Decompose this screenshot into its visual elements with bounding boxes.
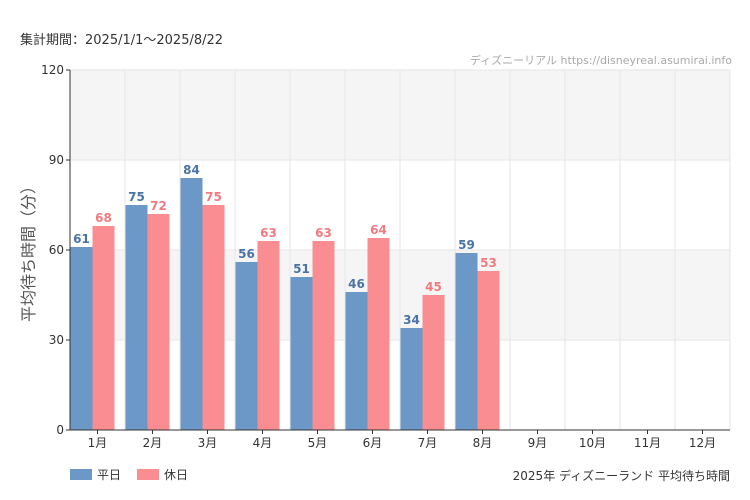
bar-holiday — [92, 226, 115, 430]
y-tick-label: 120 — [41, 63, 64, 77]
bar-holiday — [422, 295, 445, 430]
data-label-holiday: 64 — [370, 223, 387, 237]
bar-weekday — [125, 205, 148, 430]
legend-item-weekday: 平日 — [70, 466, 121, 483]
x-tick-label: 2月 — [143, 436, 163, 450]
bars — [70, 178, 500, 430]
data-label-holiday: 63 — [315, 226, 332, 240]
data-label-weekday: 34 — [403, 313, 420, 327]
data-label-holiday: 72 — [150, 199, 167, 213]
data-label-weekday: 84 — [183, 163, 200, 177]
data-label-weekday: 56 — [238, 247, 255, 261]
data-labels: 61 68 75 72 84 75 56 63 51 63 46 64 34 45 59 53 — [73, 163, 497, 327]
bar-weekday — [180, 178, 203, 430]
axes: 1月 2月 3月 4月 5月 6月 7月 8月 9月 10月 11月 12月 0 30 60 90 120 — [41, 63, 730, 450]
y-axis-title: 平均待ち時間（分） — [19, 178, 38, 322]
bar-holiday — [257, 241, 280, 430]
legend: 平日 休日 — [70, 466, 204, 483]
chart-subtitle: 2025年 ディズニーランド 平均待ち時間 — [512, 469, 730, 483]
x-tick-label: 10月 — [579, 436, 606, 450]
x-tick-label: 11月 — [634, 436, 661, 450]
bar-weekday — [290, 277, 313, 430]
bar-holiday — [312, 241, 335, 430]
x-tick-label: 8月 — [473, 436, 493, 450]
x-tick-label: 1月 — [88, 436, 108, 450]
site-credit: ディズニーリアル https://disneyreal.asumirai.inf… — [469, 54, 732, 67]
bar-weekday — [235, 262, 258, 430]
y-tick-label: 30 — [49, 333, 64, 347]
bar-weekday — [455, 253, 478, 430]
y-tick-label: 0 — [56, 423, 64, 437]
data-label-weekday: 51 — [293, 262, 310, 276]
grid-lines — [70, 69, 731, 430]
x-tick-label: 4月 — [253, 436, 273, 450]
x-tick-label: 9月 — [528, 436, 548, 450]
legend-swatch-weekday — [70, 469, 92, 480]
legend-label-holiday: 休日 — [164, 468, 189, 482]
x-tick-label: 3月 — [198, 436, 218, 450]
legend-item-holiday: 休日 — [137, 466, 188, 483]
x-tick-label: 6月 — [363, 436, 383, 450]
data-label-holiday: 63 — [260, 226, 277, 240]
data-label-holiday: 53 — [480, 256, 497, 270]
data-label-weekday: 46 — [348, 277, 365, 291]
y-tick-label: 60 — [49, 243, 64, 257]
bar-holiday — [202, 205, 225, 430]
x-tick-label: 12月 — [689, 436, 716, 450]
legend-label-weekday: 平日 — [97, 468, 122, 482]
x-tick-label: 7月 — [418, 436, 438, 450]
data-label-holiday: 45 — [425, 280, 442, 294]
bar-holiday — [477, 271, 500, 430]
y-tick-label: 90 — [49, 153, 64, 167]
x-tick-label: 5月 — [308, 436, 328, 450]
data-label-holiday: 75 — [205, 190, 222, 204]
bar-weekday — [70, 247, 93, 430]
legend-swatch-holiday — [137, 469, 160, 480]
data-label-weekday: 61 — [73, 232, 90, 246]
data-label-weekday: 75 — [128, 190, 145, 204]
data-label-weekday: 59 — [458, 238, 475, 252]
bar-holiday — [147, 214, 170, 430]
data-label-holiday: 68 — [95, 211, 112, 225]
bar-weekday — [345, 292, 368, 430]
bar-holiday — [367, 238, 390, 430]
bar-weekday — [400, 328, 423, 430]
period-label: 集計期間：2025/1/1〜2025/8/22 — [20, 33, 224, 48]
